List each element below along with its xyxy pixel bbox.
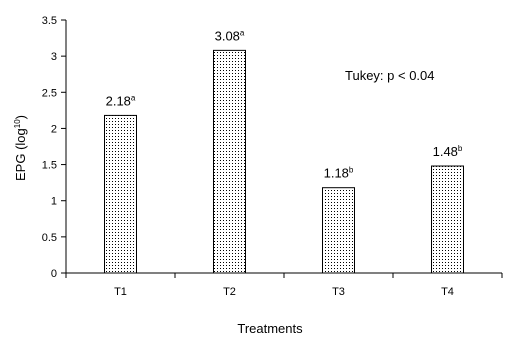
value-label: 3.08a (215, 28, 245, 43)
x-tick-label: T1 (114, 286, 127, 298)
y-tick-label: 0 (51, 268, 57, 280)
y-tick-label: 3.5 (42, 15, 57, 27)
y-axis-label-sup: 10 (13, 119, 22, 128)
bar-t3 (322, 187, 355, 274)
y-axis-label-main: EPG (log (13, 128, 28, 181)
significance-letter: b (458, 144, 463, 153)
y-tick-label: 1 (51, 196, 57, 208)
bar-t4 (431, 165, 464, 274)
x-tick-label: T2 (223, 286, 236, 298)
y-tick-label: 3 (51, 51, 57, 63)
bars-layer (104, 49, 464, 274)
significance-letter: b (349, 166, 354, 175)
bar-t1 (104, 114, 137, 274)
value-labels-layer: 2.18a 3.08a 1.18b 1.48b (106, 28, 463, 180)
x-tick-label: T3 (332, 286, 345, 298)
significance-letter: a (240, 28, 245, 37)
x-axis-label: Treatments (237, 321, 303, 336)
y-tick-label: 2.5 (42, 87, 57, 99)
y-ticks-layer: 0 0.5 1 1.5 2 2.5 3 3.5 (42, 15, 66, 280)
x-ticks-layer: T1 T2 T3 T4 (65, 273, 503, 298)
bar-t2 (213, 49, 246, 274)
value-label: 2.18a (106, 93, 136, 108)
x-tick-label: T4 (441, 286, 454, 298)
y-axis-label-end: ) (13, 115, 28, 119)
value-label: 1.48b (433, 144, 463, 159)
y-tick-label: 1.5 (42, 160, 57, 172)
significance-letter: a (131, 93, 136, 102)
tukey-annotation: Tukey: p < 0.04 (345, 68, 435, 83)
value-label: 1.18b (324, 166, 354, 181)
y-tick-label: 2 (51, 123, 57, 135)
y-tick-label: 0.5 (42, 232, 57, 244)
y-axis-label: EPG (log10) (13, 115, 28, 181)
